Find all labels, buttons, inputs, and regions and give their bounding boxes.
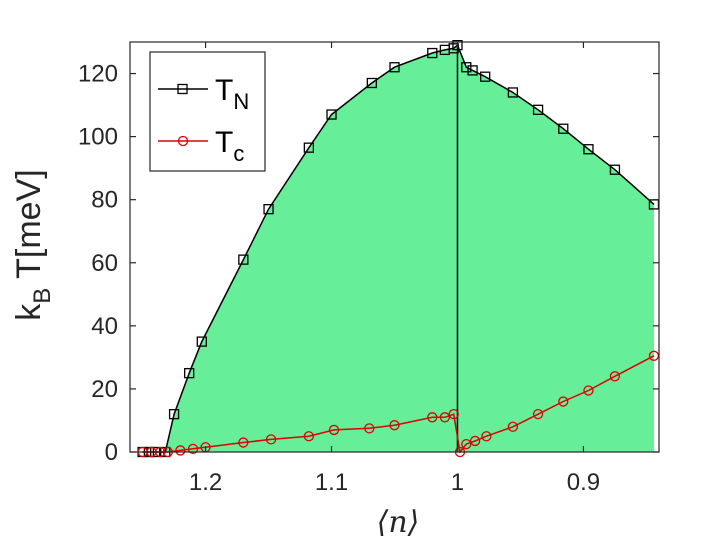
data-point-tc [389, 420, 400, 431]
x-tick-label: 1.2 [189, 469, 222, 496]
y-tick-label: 40 [91, 313, 118, 340]
legend-box [149, 51, 266, 172]
legend-label-tn-main: T [215, 74, 233, 107]
data-point-tc [558, 396, 569, 407]
legend-marker-tc [177, 135, 189, 147]
y-tick-label: 100 [78, 124, 118, 151]
y-tick-label: 120 [78, 61, 118, 88]
plot-area: 1.2 1.1 1 0.9 0 20 40 60 80 100 120 [78, 40, 660, 496]
y-axis-label-k: k [10, 303, 48, 321]
data-point-tc [187, 443, 199, 454]
data-point-tc [175, 445, 186, 456]
axes-box [129, 41, 660, 453]
data-point-tn [196, 336, 207, 347]
x-tick-label: 1 [451, 469, 464, 496]
data-point-tc [583, 385, 594, 396]
data-point-tc [238, 437, 249, 448]
data-point-tn [168, 409, 180, 420]
ordered-phase-fill [142, 45, 654, 452]
data-point-tn [427, 47, 438, 59]
data-point-tc [265, 434, 277, 445]
data-point-tc [364, 423, 375, 434]
data-point-tn [184, 368, 195, 379]
legend-label-tn: TN [215, 74, 249, 114]
series-layer [137, 40, 660, 458]
data-point-tn [461, 62, 472, 73]
data-point-tc [328, 424, 340, 436]
data-point-tn [303, 142, 315, 153]
legend-label-tc-main: T [215, 126, 233, 159]
data-point-tn [366, 77, 377, 89]
data-point-tn [238, 254, 249, 265]
data-point-tn [507, 87, 519, 98]
x-axis-label: ⟨n⟩ [377, 505, 420, 540]
data-point-tn [467, 65, 478, 76]
y-axis-label: kB T[meV] [10, 169, 56, 320]
data-point-tc [303, 431, 315, 442]
data-point-tn [558, 123, 569, 134]
data-point-tc [469, 435, 481, 447]
y-axis-label-subscript: B [29, 288, 56, 304]
data-point-tn [389, 62, 400, 73]
x-tick-label: 0.9 [567, 469, 600, 496]
data-point-tn [452, 40, 463, 51]
data-point-tc [507, 421, 519, 432]
y-tick-label: 60 [91, 250, 118, 277]
legend-marker-tn [177, 83, 188, 95]
legend-label-tc-sub: c [233, 141, 244, 166]
ticks-layer: 1.2 1.1 1 0.9 0 20 40 60 80 100 120 [78, 42, 659, 496]
data-point-tc [481, 431, 492, 442]
y-tick-label: 0 [105, 439, 118, 466]
data-point-tc [439, 412, 451, 423]
data-point-tn [583, 144, 594, 155]
data-point-tc [461, 438, 472, 450]
data-point-tc [532, 409, 544, 420]
y-tick-label: 20 [91, 376, 118, 403]
y-tick-label: 80 [91, 187, 118, 214]
data-point-tc [427, 412, 438, 423]
data-point-tn [326, 109, 337, 120]
data-point-tn [448, 43, 459, 54]
data-point-tn [480, 71, 491, 82]
y-axis-label-rest: T[meV] [10, 169, 48, 287]
data-point-tn [263, 204, 274, 215]
legend-label-tn-sub: N [233, 89, 249, 114]
data-point-tc [609, 371, 621, 382]
legend: TN Tc [149, 51, 266, 172]
x-tick-label: 1.1 [315, 469, 348, 496]
data-point-tc [448, 409, 459, 420]
legend-label-tc: Tc [215, 126, 244, 166]
data-point-tn [609, 164, 621, 175]
data-point-tn [532, 104, 544, 115]
